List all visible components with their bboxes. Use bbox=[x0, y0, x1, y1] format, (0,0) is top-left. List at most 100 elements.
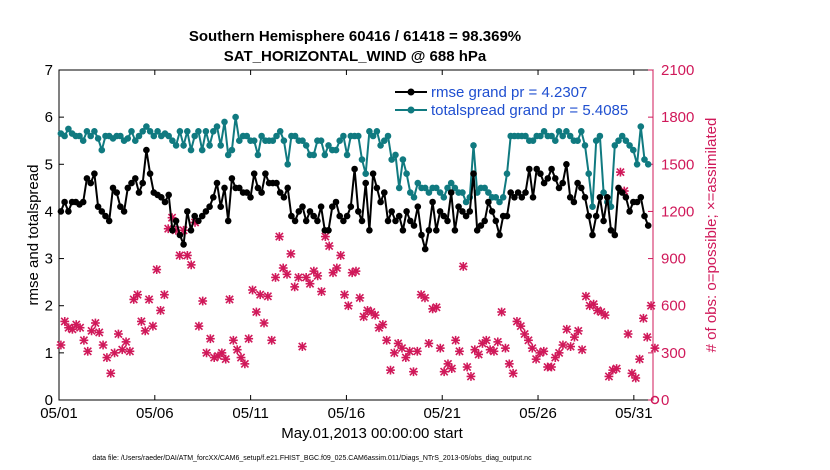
totalspread-point bbox=[399, 156, 407, 163]
rmse-point bbox=[533, 165, 540, 173]
rmse-point bbox=[91, 170, 98, 177]
totalspread-point bbox=[343, 151, 351, 159]
obs-assimilated-point bbox=[79, 335, 89, 345]
obs-assimilated-point bbox=[194, 321, 204, 331]
totalspread-point bbox=[325, 142, 332, 149]
rmse-point bbox=[611, 231, 619, 239]
y2-tick-label: 1800 bbox=[661, 109, 694, 126]
totalspread-point bbox=[381, 137, 388, 144]
totalspread-point bbox=[61, 132, 68, 140]
obs-assimilated-point bbox=[359, 312, 369, 322]
rmse-point bbox=[496, 231, 503, 239]
rmse-point bbox=[262, 170, 269, 177]
rmse-point bbox=[403, 208, 410, 215]
obs-assimilated-point bbox=[198, 296, 208, 306]
obs-assimilated-point bbox=[91, 318, 100, 328]
obs-assimilated-point bbox=[106, 368, 116, 378]
obs-assimilated-point bbox=[623, 329, 633, 339]
rmse-point bbox=[61, 198, 68, 206]
y2-tick-label: 1500 bbox=[661, 156, 694, 173]
rmse-point bbox=[355, 208, 362, 215]
rmse-point bbox=[566, 194, 574, 201]
totalspread-point bbox=[191, 132, 198, 140]
rmse-point bbox=[158, 194, 165, 201]
totalspread-point bbox=[210, 128, 217, 135]
totalspread-point bbox=[592, 137, 600, 144]
totalspread-point bbox=[224, 151, 232, 159]
totalspread-point bbox=[581, 142, 589, 149]
totalspread-point bbox=[492, 194, 500, 201]
totalspread-point bbox=[622, 137, 630, 144]
rmse-point bbox=[641, 212, 648, 220]
obs-assimilated-point bbox=[290, 282, 300, 292]
rmse-point bbox=[633, 198, 641, 206]
rmse-point bbox=[224, 217, 232, 225]
obs-possible-point bbox=[650, 395, 660, 405]
rmse-point bbox=[578, 184, 585, 192]
rmse-point bbox=[615, 184, 622, 192]
rmse-point bbox=[592, 212, 600, 220]
rmse-point bbox=[618, 189, 626, 196]
rmse-point bbox=[529, 194, 537, 201]
obs-assimilated-point bbox=[547, 362, 556, 372]
obs-assimilated-point bbox=[577, 345, 587, 355]
totalspread-point bbox=[217, 142, 224, 149]
obs-assimilated-point bbox=[271, 273, 280, 282]
obs-assimilated-point bbox=[466, 372, 476, 381]
rmse-point bbox=[198, 212, 206, 220]
rmse-point bbox=[184, 208, 191, 215]
rmse-point bbox=[596, 194, 604, 201]
totalspread-point bbox=[280, 137, 288, 144]
totalspread-point bbox=[139, 128, 146, 135]
rmse-point bbox=[302, 217, 310, 225]
rmse-point bbox=[433, 227, 440, 234]
obs-assimilated-point bbox=[336, 251, 346, 260]
obs-assimilated-point bbox=[320, 232, 330, 241]
totalspread-point bbox=[481, 184, 489, 192]
obs-assimilated-point bbox=[102, 353, 112, 362]
rmse-point bbox=[176, 231, 184, 239]
obs-assimilated-point bbox=[186, 260, 196, 270]
obs-assimilated-point bbox=[263, 291, 273, 301]
obs-assimilated-point bbox=[309, 266, 319, 276]
rmse-point bbox=[280, 194, 288, 201]
rmse-point bbox=[585, 212, 592, 220]
rmse-point bbox=[347, 203, 355, 210]
legend: rmse grand pr = 4.2307 totalspread grand… bbox=[395, 84, 628, 119]
plot-area bbox=[58, 69, 654, 401]
obs-assimilated-point bbox=[351, 266, 361, 276]
rmse-point bbox=[336, 212, 344, 220]
rmse-point bbox=[421, 245, 429, 253]
y-tick-label: 6 bbox=[45, 109, 53, 126]
obs-assimilated-point bbox=[148, 321, 158, 331]
obs-assimilated-point bbox=[75, 323, 85, 333]
rmse-point bbox=[436, 208, 444, 215]
obs-assimilated-point bbox=[451, 335, 461, 345]
totalspread-point bbox=[566, 132, 574, 140]
obs-assimilated-point bbox=[497, 307, 507, 317]
y2-tick-label: 2100 bbox=[661, 62, 694, 79]
totalspread-point bbox=[87, 132, 94, 140]
rmse-point bbox=[187, 227, 195, 234]
totalspread-point bbox=[522, 132, 529, 140]
rmse-point bbox=[206, 203, 213, 210]
totalspread-point bbox=[555, 128, 563, 135]
rmse-point bbox=[600, 217, 607, 225]
totalspread-point bbox=[358, 156, 366, 163]
y2-tick-label: 900 bbox=[661, 251, 686, 268]
obs-assimilated-point bbox=[83, 346, 93, 356]
totalspread-point bbox=[150, 132, 158, 140]
rmse-point bbox=[102, 212, 109, 220]
rmse-point bbox=[488, 208, 496, 215]
totalspread-point bbox=[187, 146, 195, 154]
obs-assimilated-point bbox=[278, 263, 288, 273]
y-tick-label: 7 bbox=[45, 62, 53, 79]
x-tick-label: 05/06 bbox=[136, 405, 174, 422]
totalspread-point bbox=[633, 161, 641, 168]
x-tick-label: 05/31 bbox=[615, 405, 653, 422]
rmse-point bbox=[329, 203, 336, 210]
totalspread-point bbox=[273, 132, 280, 140]
totalspread-point bbox=[470, 142, 477, 149]
legend-rmse-label: rmse grand pr = 4.2307 bbox=[431, 84, 587, 101]
obs-assimilated-point bbox=[474, 350, 484, 359]
